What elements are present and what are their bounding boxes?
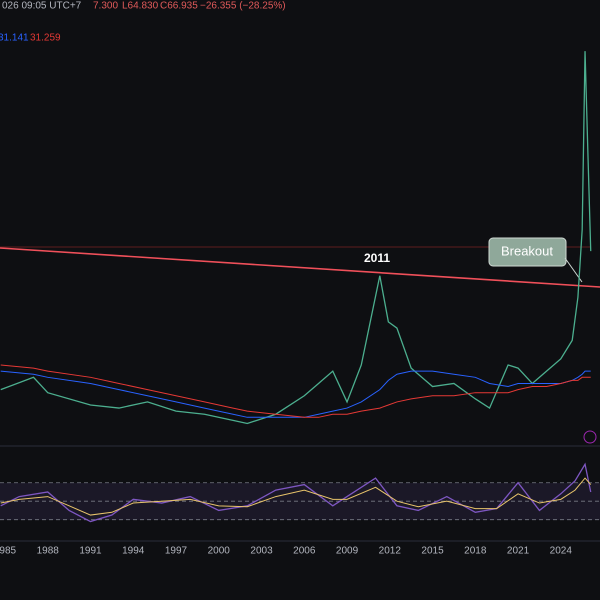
x-tick-label: 2003 [250,546,273,557]
callout-box [488,237,567,267]
x-tick-label: 2012 [379,546,402,557]
x-tick-label: 2006 [293,546,316,557]
x-tick-label: 2024 [550,546,573,557]
x-tick-label: 2000 [208,546,231,557]
x-tick-label: 1991 [79,546,102,557]
series-line [0,477,592,516]
x-tick-label: 1994 [122,546,145,557]
peak-label: 2011 [364,251,390,265]
ma1-value: 31.141 [0,33,29,44]
header-low: L64.830 [122,1,159,12]
x-tick-label: 2009 [336,546,359,557]
series-line [0,462,592,523]
x-tick-label: 2015 [421,546,444,557]
x-tick-label: 2018 [464,546,487,557]
x-tick-label: 1985 [0,546,17,557]
header-close: C66.935 [160,1,198,12]
x-tick-label: 1997 [165,546,188,557]
header-change: −26.355 (−28.25%) [200,1,286,12]
header-high: 7.300 [93,1,118,12]
ma2-value: 31.259 [30,33,61,44]
series-line [0,364,591,418]
callout-text: Breakout [501,243,553,258]
series-line [0,51,592,425]
x-tick-label: 1988 [37,546,60,557]
trendline [0,247,600,288]
x-tick-label: 2021 [507,546,530,557]
alert-icon [583,430,597,444]
header-time: 026 09:05 UTC+7 [2,1,82,12]
